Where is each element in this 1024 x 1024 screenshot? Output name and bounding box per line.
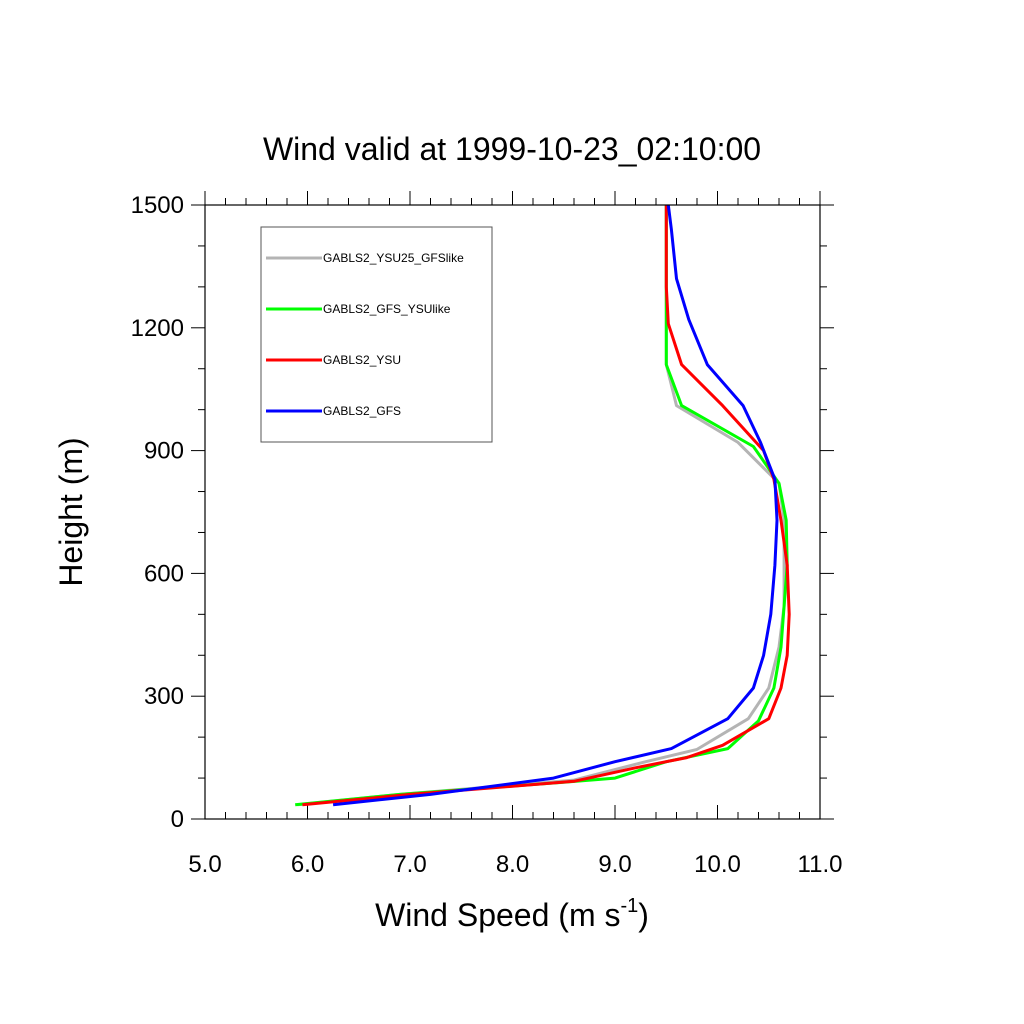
y-tick-label: 300: [144, 683, 184, 710]
x-axis-title-suffix: ): [638, 897, 649, 933]
y-tick-label: 1500: [131, 192, 184, 219]
legend-label: GABLS2_YSU: [323, 353, 401, 367]
x-tick-labels: 5.0 6.0 7.0 8.0 9.0 10.0 11.0: [188, 851, 842, 878]
x-tick-label: 6.0: [291, 851, 324, 878]
y-tick-labels: 0 300 600 900 1200 1500: [131, 192, 184, 833]
plot-frame: [204, 204, 821, 820]
x-tick-label: 8.0: [496, 851, 529, 878]
series-line-3: [302, 205, 791, 807]
legend-label: GABLS2_GFS_YSUlike: [323, 302, 451, 316]
series-layer: [295, 204, 791, 807]
legend-label: GABLS2_GFS: [323, 404, 401, 418]
y-tick-label: 1200: [131, 315, 184, 342]
series-line-4: [332, 204, 779, 807]
x-tick-label: 5.0: [188, 851, 221, 878]
chart-title: Wind valid at 1999-10-23_02:10:00: [263, 131, 761, 167]
y-tick-label: 600: [144, 560, 184, 587]
legend-label: GABLS2_YSU25_GFSlike: [323, 251, 464, 265]
legend: GABLS2_YSU25_GFSlike GABLS2_GFS_YSUlike GA…: [260, 226, 493, 443]
series-line-2: [295, 205, 789, 807]
x-tick-label: 7.0: [393, 851, 426, 878]
y-tick-label: 0: [171, 806, 184, 833]
x-axis-title: Wind Speed (m s-1): [375, 895, 649, 933]
legend-box: [260, 226, 493, 443]
y-axis-title: Height (m): [53, 437, 89, 586]
y-tick-label: 900: [144, 438, 184, 465]
x-tick-label: 10.0: [694, 851, 741, 878]
x-tick-label: 11.0: [798, 851, 843, 878]
x-axis-title-main: Wind Speed (m s: [375, 897, 620, 933]
x-axis-title-superscript: -1: [620, 895, 638, 917]
x-tick-label: 9.0: [598, 851, 631, 878]
